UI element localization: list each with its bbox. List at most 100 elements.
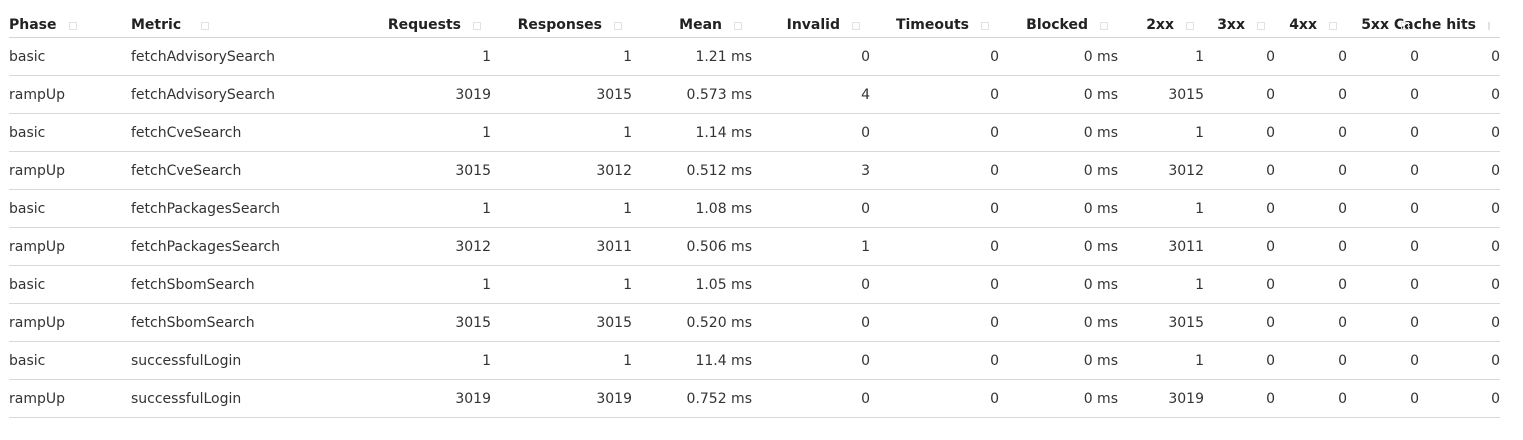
sort-icon[interactable]	[614, 22, 622, 30]
cell-responses: 1	[491, 189, 632, 228]
cell-phase: basic	[9, 341, 131, 380]
cell-4xx: 0	[1275, 189, 1347, 228]
sort-icon[interactable]	[68, 22, 77, 30]
column-header-2xx[interactable]: 2xx	[1118, 13, 1204, 38]
cell-blocked: 0 ms	[999, 227, 1118, 266]
cell-5xx: 0	[1347, 189, 1419, 228]
column-header-label: Timeouts	[895, 17, 969, 33]
column-header-label: Invalid	[786, 17, 840, 33]
cell-mean: 0.752 ms	[632, 379, 752, 418]
cell-metric: fetchPackagesSearch	[131, 189, 350, 228]
sort-icon[interactable]	[981, 22, 989, 30]
column-header-invalid[interactable]: Invalid	[752, 13, 870, 38]
column-header-phase[interactable]: Phase	[9, 13, 131, 38]
stats-table: Phase Metric Requests Responses Mean Invalid T…	[9, 13, 1500, 418]
cell-2xx: 1	[1118, 265, 1204, 304]
cell-requests: 1	[350, 113, 491, 152]
column-header-timeouts[interactable]: Timeouts	[870, 13, 999, 38]
cell-2xx: 1	[1118, 341, 1204, 380]
cell-timeouts: 0	[870, 379, 999, 418]
sort-icon[interactable]	[1488, 22, 1490, 30]
cell-2xx: 3019	[1118, 379, 1204, 418]
column-header-content: Invalid	[752, 13, 870, 37]
cell-requests: 3012	[350, 227, 491, 266]
column-header-3xx[interactable]: 3xx	[1204, 13, 1275, 38]
column-header-label: Requests	[387, 17, 461, 33]
table-row: basic successfulLogin 1 1 11.4 ms 0 0 0 ms 1 0 0 0 0	[9, 341, 1500, 380]
column-header-content: 2xx	[1118, 13, 1204, 37]
column-header-mean[interactable]: Mean	[632, 13, 752, 38]
sort-icon[interactable]	[1257, 22, 1265, 30]
cell-mean: 1.21 ms	[632, 37, 752, 76]
cell-5xx: 0	[1347, 265, 1419, 304]
table-row: basic fetchAdvisorySearch 1 1 1.21 ms 0 0 0 ms 1…	[9, 37, 1500, 76]
cell-requests: 3015	[350, 303, 491, 342]
cell-timeouts: 0	[870, 75, 999, 114]
cell-responses: 3015	[491, 303, 632, 342]
cell-mean: 1.08 ms	[632, 189, 752, 228]
column-header-label: 2xx	[1146, 17, 1174, 33]
column-header-content: Timeouts	[870, 13, 999, 37]
sort-icon[interactable]	[201, 22, 210, 30]
cell-blocked: 0 ms	[999, 189, 1118, 228]
sort-icon[interactable]	[852, 22, 860, 30]
sort-icon[interactable]	[1329, 22, 1337, 30]
column-header-label: Mean	[679, 17, 722, 33]
cell-timeouts: 0	[870, 227, 999, 266]
cell-blocked: 0 ms	[999, 379, 1118, 418]
column-header-requests[interactable]: Requests	[350, 13, 491, 38]
cell-5xx: 0	[1347, 227, 1419, 266]
column-header-metric[interactable]: Metric	[131, 13, 350, 38]
column-header-label: 5xx	[1361, 17, 1389, 33]
cell-responses: 3012	[491, 151, 632, 190]
column-header-content: Mean	[632, 13, 752, 37]
cell-cache-hits: 0	[1419, 341, 1500, 380]
column-header-content: 5xx	[1347, 13, 1419, 37]
cell-timeouts: 0	[870, 37, 999, 76]
cell-blocked: 0 ms	[999, 75, 1118, 114]
cell-metric: successfulLogin	[131, 341, 350, 380]
sort-icon[interactable]	[1186, 22, 1194, 30]
cell-invalid: 0	[752, 303, 870, 342]
cell-timeouts: 0	[870, 303, 999, 342]
cell-invalid: 1	[752, 227, 870, 266]
cell-4xx: 0	[1275, 379, 1347, 418]
cell-requests: 3019	[350, 379, 491, 418]
cell-metric: fetchSbomSearch	[131, 303, 350, 342]
cell-blocked: 0 ms	[999, 37, 1118, 76]
cell-4xx: 0	[1275, 75, 1347, 114]
column-header-label: Blocked	[1026, 17, 1088, 33]
column-header-content: Phase	[9, 13, 131, 37]
column-header-content: Requests	[350, 13, 491, 37]
cell-2xx: 3015	[1118, 75, 1204, 114]
cell-invalid: 0	[752, 341, 870, 380]
sort-icon[interactable]	[473, 22, 481, 30]
column-header-cache-hits[interactable]: Cache hits	[1394, 13, 1500, 38]
cell-3xx: 0	[1204, 341, 1275, 380]
cell-4xx: 0	[1275, 151, 1347, 190]
table-row: basic fetchPackagesSearch 1 1 1.08 ms 0 0 0 ms 1…	[9, 189, 1500, 228]
cell-invalid: 4	[752, 75, 870, 114]
column-header-responses[interactable]: Responses	[491, 13, 632, 38]
column-header-blocked[interactable]: Blocked	[999, 13, 1118, 38]
cell-2xx: 3011	[1118, 227, 1204, 266]
cell-4xx: 0	[1275, 341, 1347, 380]
cell-blocked: 0 ms	[999, 303, 1118, 342]
cell-mean: 0.506 ms	[632, 227, 752, 266]
column-header-label: Cache hits	[1393, 17, 1476, 33]
sort-icon[interactable]	[734, 22, 742, 30]
cell-mean: 1.14 ms	[632, 113, 752, 152]
cell-metric: fetchAdvisorySearch	[131, 37, 350, 76]
cell-phase: rampUp	[9, 75, 131, 114]
column-header-5xx[interactable]: 5xx	[1347, 13, 1419, 38]
sort-icon[interactable]	[1401, 22, 1409, 30]
column-header-label: Metric	[131, 17, 182, 33]
column-header-4xx[interactable]: 4xx	[1275, 13, 1347, 38]
cell-requests: 3015	[350, 151, 491, 190]
cell-phase: basic	[9, 265, 131, 304]
cell-4xx: 0	[1275, 265, 1347, 304]
cell-3xx: 0	[1204, 113, 1275, 152]
sort-icon[interactable]	[1100, 22, 1108, 30]
cell-blocked: 0 ms	[999, 341, 1118, 380]
